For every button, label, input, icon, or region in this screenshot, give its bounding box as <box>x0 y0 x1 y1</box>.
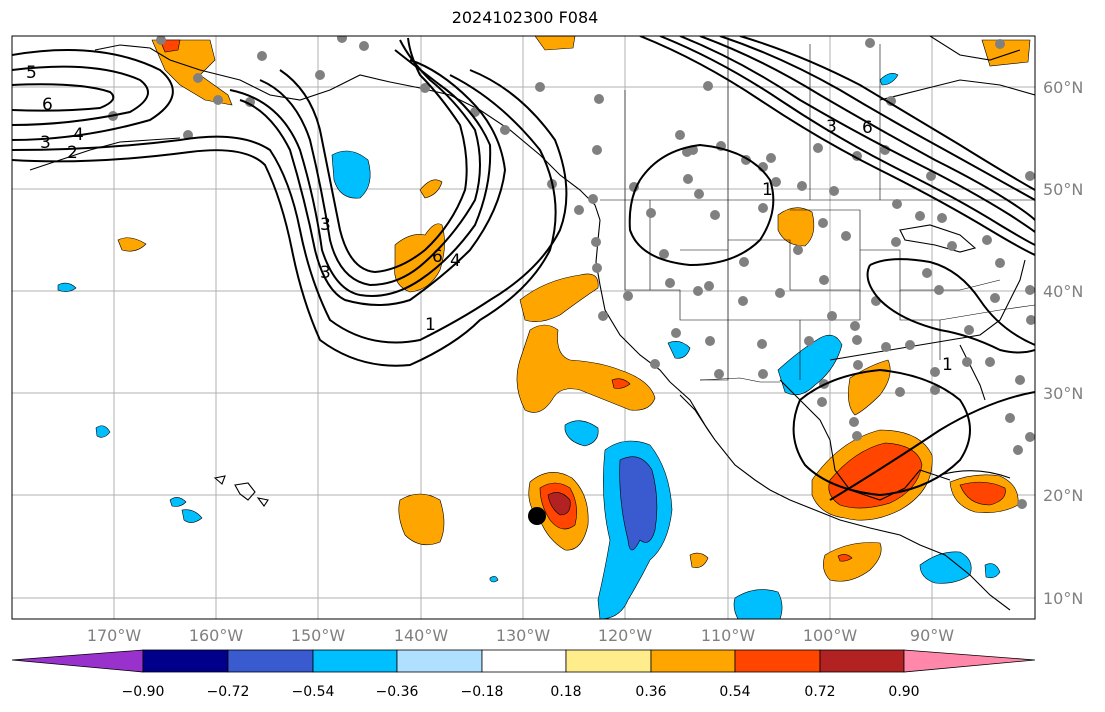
contour-label: 1 <box>425 315 436 335</box>
contour-label: 3 <box>320 215 331 235</box>
colorbar-tick-label: −0.90 <box>121 684 165 700</box>
lon-label: 130°W <box>495 626 551 645</box>
lat-label: 10°N <box>1043 589 1084 608</box>
contour-label: 2 <box>67 143 78 163</box>
colorbar-tick-label: 0.18 <box>550 684 582 700</box>
filled-anomalies <box>57 36 1031 619</box>
contour-label: 6 <box>432 247 443 267</box>
lon-label: 110°W <box>700 626 756 645</box>
contour-label: 1 <box>942 355 953 375</box>
colorbar-segment <box>142 649 229 673</box>
colorbar-extend-low <box>11 649 144 673</box>
colorbar-segment <box>227 649 314 673</box>
lon-label: 90°W <box>909 626 955 645</box>
colorbar-extend-high <box>903 649 1036 673</box>
colorbar-tick-label: −0.72 <box>206 684 250 700</box>
lat-label: 20°N <box>1043 486 1084 505</box>
chart-title: 2024102300 F084 <box>451 8 599 27</box>
colorbar-tick-label: 0.72 <box>804 684 836 700</box>
contour-label: 3 <box>320 263 331 283</box>
lon-label: 140°W <box>393 626 449 645</box>
colorbar-segment <box>565 649 652 673</box>
colorbar-tick-label: 0.36 <box>635 684 667 700</box>
contour-label: 4 <box>73 125 84 145</box>
contour-labels: 5 6 4 3 2 3 3 6 4 1 1 3 6 1 <box>26 63 953 375</box>
contour-lines <box>12 36 1035 501</box>
colorbar-segment <box>819 649 905 673</box>
contour-label: 4 <box>450 251 461 271</box>
station-dots <box>108 36 1035 509</box>
colorbar-tick-label: −0.36 <box>375 684 419 700</box>
contour-label: 5 <box>26 63 37 83</box>
colorbar-segment <box>396 649 483 673</box>
contour-label: 6 <box>42 95 53 115</box>
contour-label: 3 <box>826 117 837 137</box>
map-frame <box>11 35 1036 620</box>
lon-label: 120°W <box>597 626 653 645</box>
colorbar <box>11 649 1036 673</box>
colorbar-segment <box>734 649 821 673</box>
lon-label: 170°W <box>86 626 142 645</box>
lat-label: 60°N <box>1043 78 1084 97</box>
lon-label: 160°W <box>188 626 244 645</box>
colorbar-tick-label: −0.18 <box>460 684 504 700</box>
lat-label: 40°N <box>1043 282 1084 301</box>
colorbar-segment <box>312 649 398 673</box>
storm-marker <box>528 507 546 525</box>
political-borders <box>600 40 1035 383</box>
colorbar-tick-label: 0.54 <box>719 684 751 700</box>
contour-label: 6 <box>862 118 873 138</box>
colorbar-tick-label: 0.90 <box>888 684 920 700</box>
lon-label: 150°W <box>290 626 346 645</box>
colorbar-segment <box>481 649 567 673</box>
lon-label: 100°W <box>802 626 858 645</box>
colorbar-segment <box>650 649 736 673</box>
contour-label: 1 <box>762 180 773 200</box>
colorbar-tick-label: −0.54 <box>291 684 335 700</box>
contour-label: 3 <box>40 133 51 153</box>
lat-label: 30°N <box>1043 384 1084 403</box>
lat-label: 50°N <box>1043 180 1084 199</box>
